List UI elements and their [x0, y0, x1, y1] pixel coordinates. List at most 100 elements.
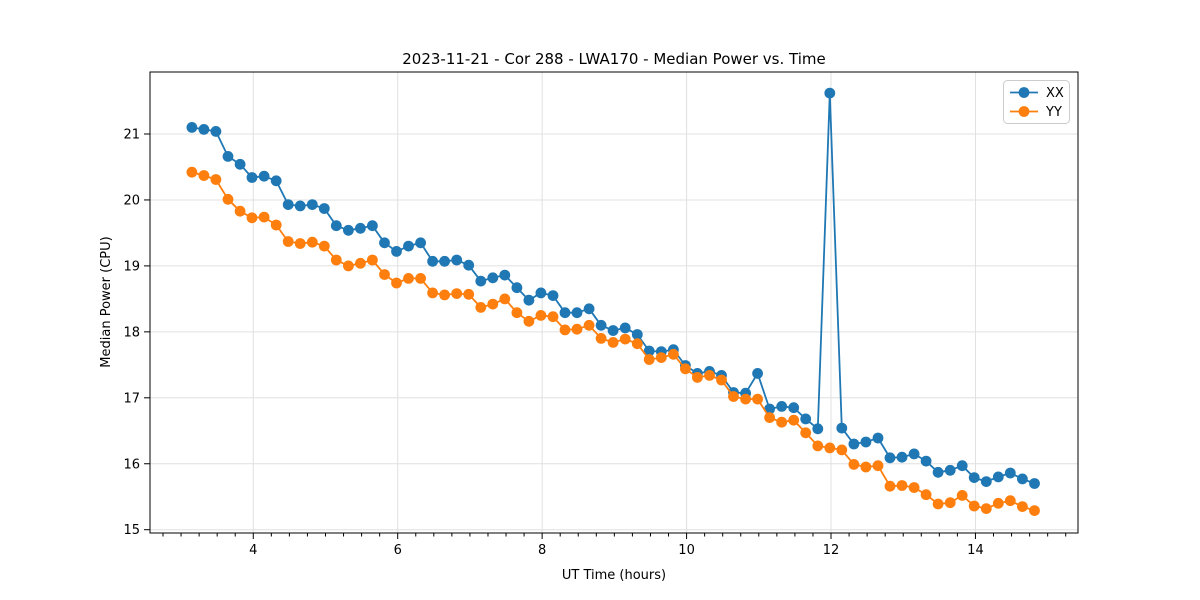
data-point-xx [403, 240, 414, 252]
data-point-yy [318, 240, 330, 252]
data-point-xx [788, 402, 800, 414]
data-point-yy [668, 348, 679, 360]
data-point-xx [968, 472, 980, 483]
data-point-yy [595, 333, 607, 344]
data-point-yy [270, 219, 282, 231]
data-point-yy [571, 323, 583, 335]
data-point-yy [872, 460, 884, 472]
data-point-yy [294, 238, 306, 249]
data-point-yy [391, 277, 402, 289]
y-tick-label: 19 [123, 259, 140, 274]
data-point-yy [451, 288, 463, 299]
data-point-yy [535, 310, 547, 321]
data-point-xx [920, 455, 932, 467]
data-point-xx [583, 303, 595, 315]
data-point-yy [367, 254, 378, 266]
data-point-xx [463, 259, 475, 271]
data-point-yy [1029, 505, 1040, 516]
data-point-yy [1004, 495, 1016, 507]
data-point-yy [355, 257, 366, 269]
data-point-xx [234, 158, 246, 170]
grid-lines [150, 72, 1078, 533]
data-point-yy [619, 333, 631, 345]
data-point-xx [595, 319, 607, 331]
data-point-xx [776, 401, 788, 412]
data-point-xx [198, 123, 210, 135]
legend: XX YY [1003, 80, 1070, 124]
data-point-yy [234, 205, 246, 217]
data-point-xx [258, 170, 270, 182]
data-point-yy [956, 490, 968, 501]
data-point-yy [427, 287, 438, 299]
data-point-xx [980, 476, 992, 487]
data-point-yy [1017, 501, 1028, 512]
x-axis-label: UT Time (hours) [562, 568, 666, 583]
x-tick-label: 10 [678, 543, 695, 558]
data-point-yy [222, 193, 234, 205]
data-point-xx [884, 452, 896, 464]
data-point-xx [318, 203, 330, 214]
data-point-yy [908, 482, 920, 493]
data-point-yy [343, 260, 354, 272]
data-point-yy [824, 442, 836, 454]
data-point-xx [367, 220, 378, 232]
data-point-yy [776, 416, 788, 428]
data-point-yy [752, 393, 763, 405]
data-point-xx [872, 432, 884, 444]
data-point-yy [403, 273, 414, 284]
data-point-xx [343, 224, 354, 236]
data-point-xx [559, 307, 571, 319]
data-point-xx [415, 237, 426, 249]
data-point-yy [631, 338, 643, 350]
data-point-xx [427, 255, 438, 267]
data-point-yy [836, 444, 848, 456]
data-point-xx [1017, 473, 1028, 485]
data-point-yy [583, 319, 595, 331]
data-point-yy [511, 307, 523, 319]
y-tick-label: 17 [123, 391, 140, 406]
data-point-xx [992, 471, 1004, 483]
data-point-yy [607, 337, 619, 348]
data-point-xx [511, 282, 523, 294]
data-point-xx [282, 199, 294, 211]
data-point-yy [800, 427, 812, 439]
data-point-xx [355, 222, 366, 234]
data-point-xx [812, 423, 824, 435]
data-point-yy [860, 461, 872, 473]
data-point-yy [643, 354, 655, 365]
data-point-yy [246, 212, 258, 224]
x-tick-label: 6 [394, 543, 402, 558]
data-point-xx [222, 151, 234, 162]
data-point-xx [619, 322, 631, 334]
tick-labels: 4 6 8 10 12 14 15 16 17 18 19 20 21 [123, 127, 983, 558]
data-point-yy [716, 374, 727, 386]
data-point-yy [210, 174, 222, 185]
y-axis-label: Median Power (CPU) [99, 236, 114, 367]
data-point-xx [824, 87, 836, 99]
data-point-xx [956, 460, 968, 472]
y-tick-label: 18 [123, 325, 140, 340]
data-point-yy [282, 236, 294, 247]
legend-marker-xx [1018, 87, 1030, 98]
data-point-xx [246, 172, 258, 183]
data-point-xx [186, 122, 198, 133]
x-tick-label: 14 [967, 543, 984, 558]
data-point-yy [415, 273, 426, 284]
data-point-xx [896, 451, 908, 463]
data-point-yy [704, 370, 715, 381]
data-point-xx [800, 413, 812, 425]
data-point-yy [439, 289, 450, 301]
data-point-yy [728, 391, 739, 402]
data-point-yy [740, 393, 751, 405]
data-point-xx [379, 237, 390, 249]
series-line-xx [190, 92, 1036, 485]
data-point-yy [944, 497, 956, 509]
data-point-xx [270, 175, 282, 187]
data-point-xx [571, 307, 583, 319]
data-point-yy [463, 288, 475, 300]
data-point-yy [487, 298, 499, 310]
data-point-xx [908, 448, 920, 460]
chart-title: 2023-11-21 - Cor 288 - LWA170 - Median P… [402, 50, 826, 68]
